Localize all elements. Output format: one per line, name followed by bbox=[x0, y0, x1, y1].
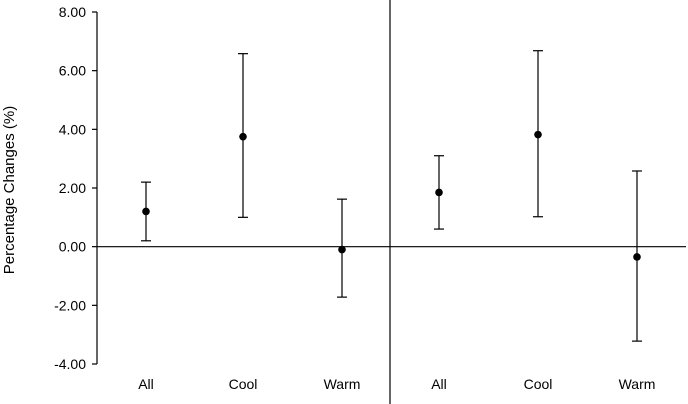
x-tick-label: All bbox=[431, 376, 447, 392]
estimate-2-cool bbox=[533, 50, 543, 218]
y-axis: 8.00 6.00 4.00 2.00 0.00 -2.00 -4.00 bbox=[54, 4, 98, 372]
x-tick-label: Cool bbox=[524, 376, 553, 392]
estimate-1-cool bbox=[238, 53, 248, 218]
y-tick-label: 8.00 bbox=[59, 4, 86, 20]
estimate-point bbox=[338, 245, 346, 254]
x-tick-label: All bbox=[138, 376, 154, 392]
x-tick-label: Warm bbox=[324, 376, 361, 392]
x-tick-label: Cool bbox=[229, 376, 258, 392]
estimates-series bbox=[141, 50, 642, 342]
estimate-point bbox=[534, 130, 542, 139]
estimate-point bbox=[435, 188, 443, 197]
estimate-point bbox=[142, 207, 150, 216]
estimate-2-warm bbox=[632, 170, 642, 342]
y-tick-label: 6.00 bbox=[59, 63, 86, 79]
y-tick-label: 4.00 bbox=[59, 121, 86, 137]
estimate-2-all bbox=[434, 155, 444, 230]
y-tick-label: 0.00 bbox=[59, 239, 86, 255]
x-tick-label: Warm bbox=[619, 376, 656, 392]
estimate-1-all bbox=[141, 181, 151, 242]
estimate-1-warm bbox=[337, 198, 347, 298]
y-axis-label: Percentage Changes (%) bbox=[1, 106, 18, 274]
y-tick-label: 2.00 bbox=[59, 180, 86, 196]
estimate-point bbox=[239, 132, 247, 141]
y-tick-label: -4.00 bbox=[54, 356, 86, 372]
estimate-point bbox=[633, 253, 641, 261]
x-axis-labels: All Cool Warm All Cool Warm bbox=[138, 376, 655, 392]
y-tick-label: -2.00 bbox=[54, 297, 86, 313]
